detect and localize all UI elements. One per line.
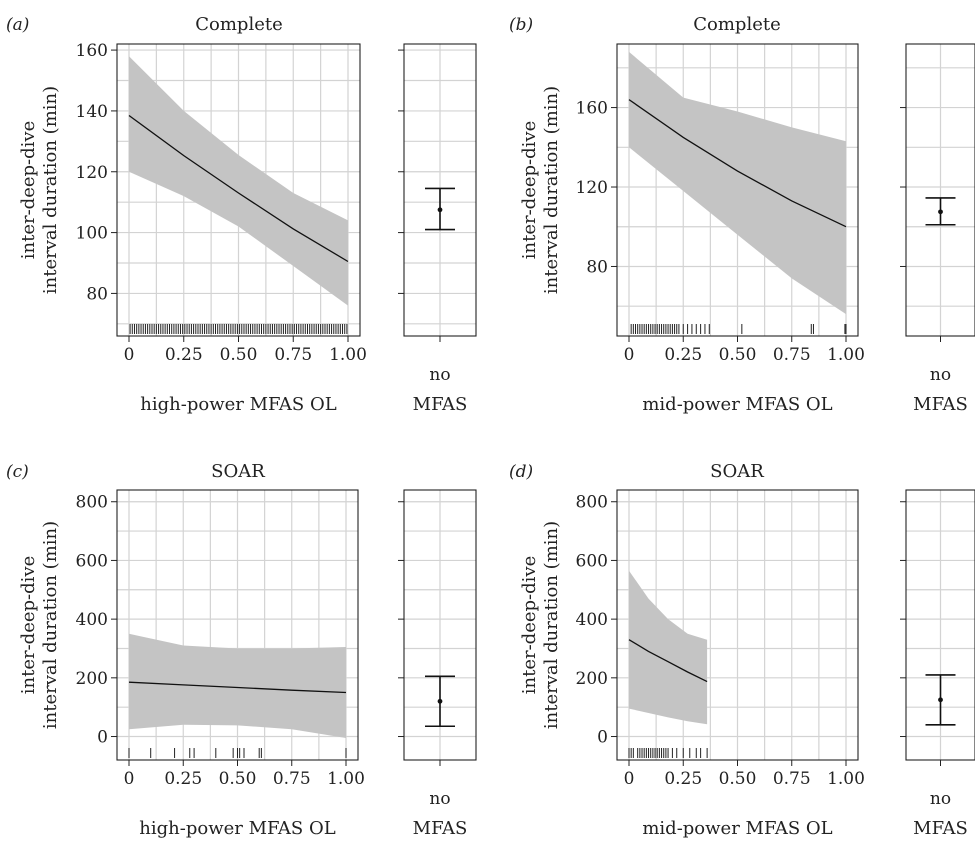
panel-title: SOAR: [710, 461, 764, 482]
y-tick-label: 800: [76, 493, 108, 513]
y-axis-label-line1: inter-deep-dive: [18, 556, 39, 694]
y-tick-label: 160: [76, 41, 108, 61]
side-label-line2: MFAS: [413, 818, 468, 839]
point-estimate: [938, 697, 943, 703]
point-estimate: [437, 698, 443, 704]
panel-label: (c): [6, 462, 29, 482]
side-label-line1: no: [429, 789, 450, 809]
panel-c: (c) SOAR 0 200 400 600 800 0 0.25 0.50 0.75 1.00 int…: [6, 461, 477, 839]
y-tick-label: 600: [576, 551, 608, 571]
x-tick-label: 0: [124, 345, 135, 365]
y-axis-label-line2: interval duration (min): [541, 521, 562, 729]
y-tick-label: 160: [576, 99, 608, 119]
y-tick-label: 100: [76, 224, 108, 244]
y-tick-label: 0: [597, 728, 608, 748]
fit-line: [628, 639, 708, 683]
rug-marks: [628, 748, 708, 758]
rug-marks: [129, 324, 348, 334]
panel-label: (b): [509, 15, 533, 35]
y-axis-label-line2: interval duration (min): [40, 521, 61, 729]
side-label-line2: MFAS: [913, 818, 968, 839]
side-label-line2: MFAS: [413, 394, 468, 415]
rug-marks: [128, 748, 347, 758]
y-tick-label: 80: [586, 257, 608, 277]
y-tick-label: 400: [76, 610, 108, 630]
x-tick-label: 1.00: [327, 769, 365, 789]
point-estimate: [437, 207, 443, 213]
side-label-line1: no: [429, 365, 450, 385]
confidence-band: [629, 570, 708, 725]
panel-title: Complete: [195, 14, 283, 35]
y-tick-label: 600: [76, 551, 108, 571]
point-estimate: [938, 209, 943, 215]
panel-d: (d) SOAR 0 200 400 600 800 0 0.25 0.50 0.75 1.00 int…: [509, 461, 975, 839]
y-axis-label-line2: interval duration (min): [40, 86, 61, 294]
x-axis-label: high-power MFAS OL: [140, 394, 336, 415]
y-tick-label: 120: [576, 178, 608, 198]
y-tick-label: 140: [76, 102, 108, 122]
x-tick-label: 0.25: [664, 769, 702, 789]
x-axis-label: mid-power MFAS OL: [642, 394, 832, 415]
x-tick-label: 0.25: [664, 345, 702, 365]
confidence-band: [129, 56, 348, 306]
y-axis-label-line2: interval duration (min): [541, 86, 562, 294]
x-axis-label: mid-power MFAS OL: [642, 818, 832, 839]
x-tick-label: 0.50: [220, 345, 258, 365]
y-tick-label: 0: [97, 728, 108, 748]
panel-label: (d): [509, 462, 533, 482]
panel-a: (a) Complete 80 100 120 140 160 0 0.25 0.50 0.75 1.…: [6, 14, 477, 415]
side-label-line1: no: [930, 365, 951, 385]
x-tick-label: 1.00: [827, 769, 865, 789]
x-tick-label: 0: [124, 769, 135, 789]
panel-title: Complete: [693, 14, 781, 35]
y-tick-label: 200: [76, 669, 108, 689]
x-tick-label: 1.00: [827, 345, 865, 365]
fit-line: [128, 114, 349, 263]
x-tick-label: 0.75: [274, 345, 312, 365]
y-tick-label: 80: [86, 284, 108, 304]
rug-marks: [630, 324, 847, 334]
y-axis-label-line1: inter-deep-dive: [519, 556, 540, 694]
confidence-band: [129, 633, 346, 738]
fit-line: [628, 99, 847, 228]
y-tick-label: 400: [576, 610, 608, 630]
x-tick-label: 0: [624, 345, 635, 365]
fit-line: [128, 681, 347, 694]
x-tick-label: 0.25: [165, 345, 203, 365]
x-tick-label: 0.75: [773, 345, 811, 365]
x-tick-label: 0.75: [773, 769, 811, 789]
y-tick-label: 200: [576, 669, 608, 689]
side-label-line1: no: [930, 789, 951, 809]
y-tick-label: 800: [576, 493, 608, 513]
x-tick-label: 0: [624, 769, 635, 789]
panel-title: SOAR: [211, 461, 265, 482]
confidence-band: [629, 51, 846, 315]
panel-label: (a): [6, 15, 29, 35]
x-tick-label: 0.75: [273, 769, 311, 789]
side-label-line2: MFAS: [913, 394, 968, 415]
y-tick-label: 120: [76, 163, 108, 183]
x-tick-label: 0.50: [719, 345, 757, 365]
x-tick-label: 1.00: [329, 345, 367, 365]
x-tick-label: 0.50: [719, 769, 757, 789]
y-axis-label-line1: inter-deep-dive: [18, 121, 39, 259]
y-axis-label-line1: inter-deep-dive: [519, 121, 540, 259]
x-axis-label: high-power MFAS OL: [139, 818, 335, 839]
panel-b: (b) Complete 80 120 160 0 0.25 0.50 0.75 1.00 inte…: [509, 14, 975, 415]
x-tick-label: 0.50: [219, 769, 257, 789]
x-tick-label: 0.25: [164, 769, 202, 789]
